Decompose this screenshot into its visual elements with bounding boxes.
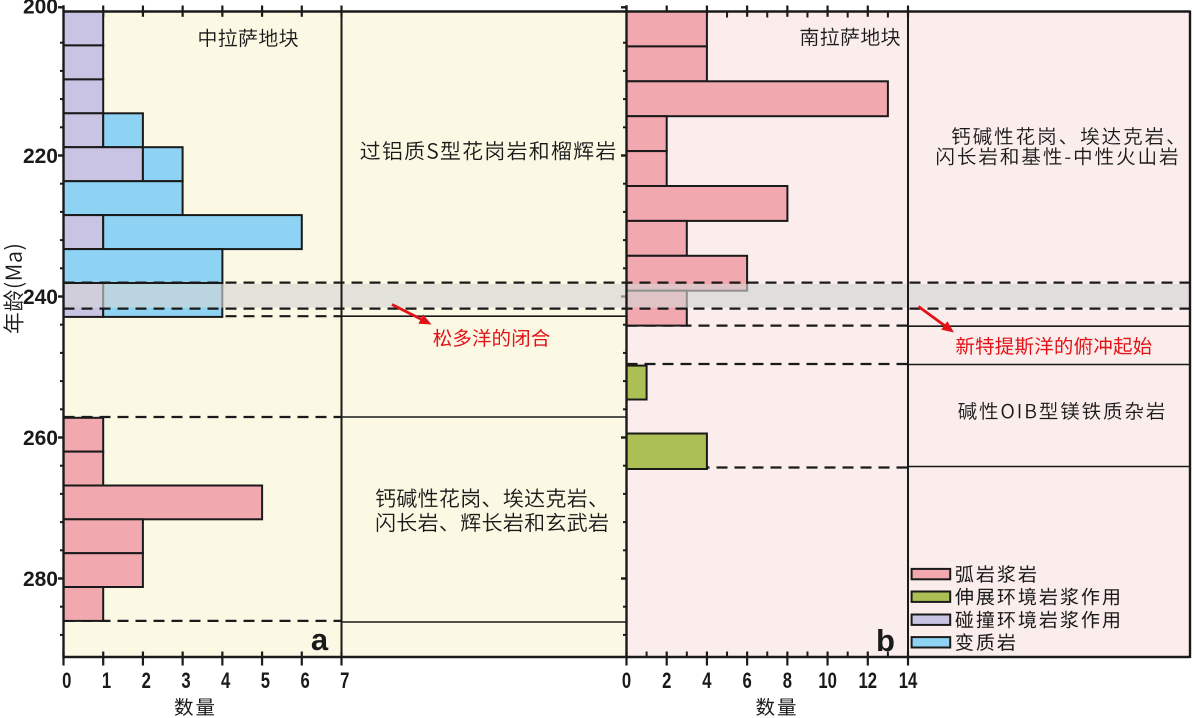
svg-text:200: 200 [23,0,58,19]
svg-text:260: 260 [23,427,58,450]
svg-text:6: 6 [743,669,752,694]
svg-text:12: 12 [859,669,878,694]
svg-text:10: 10 [818,669,837,694]
svg-text:0: 0 [622,669,631,694]
svg-text:240: 240 [23,286,58,309]
svg-text:8: 8 [783,669,792,694]
svg-text:5: 5 [261,669,270,694]
svg-text:b: b [876,623,895,658]
svg-text:2: 2 [142,669,151,694]
svg-text:a: a [311,622,329,657]
svg-text:4: 4 [702,669,711,694]
svg-text:4: 4 [221,669,230,694]
svg-text:220: 220 [23,145,58,168]
svg-text:0: 0 [62,669,71,694]
svg-text:280: 280 [23,568,58,591]
svg-text:7: 7 [340,669,349,694]
svg-text:6: 6 [300,669,309,694]
svg-text:1: 1 [102,669,111,694]
svg-text:2: 2 [662,669,671,694]
svg-text:3: 3 [181,669,190,694]
svg-text:14: 14 [899,669,918,694]
